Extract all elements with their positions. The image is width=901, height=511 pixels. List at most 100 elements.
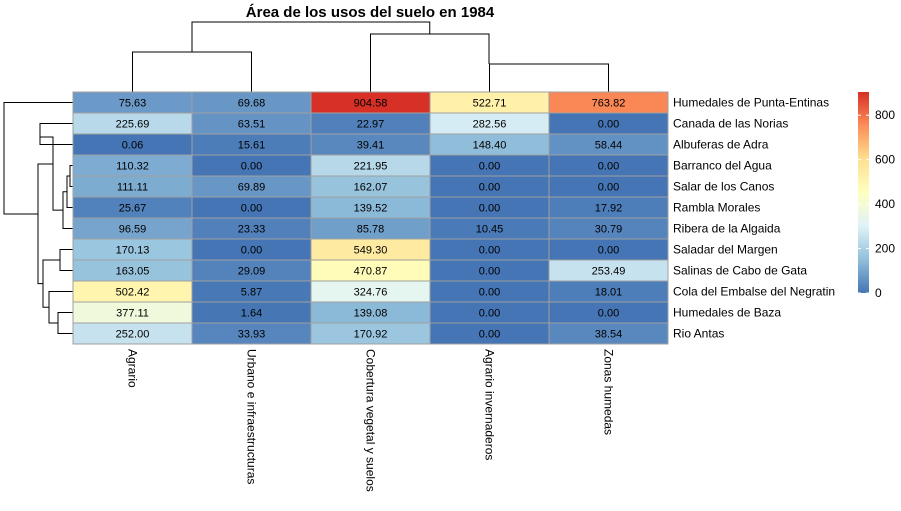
- cell-value-label: 324.76: [354, 287, 388, 299]
- legend-color-bar: [858, 92, 869, 293]
- cell-value-label: 17.92: [595, 203, 623, 215]
- cell-value-label: 0.00: [241, 203, 262, 215]
- cell-value-label: 0.00: [479, 245, 500, 257]
- dendrogram-branch: [489, 63, 609, 92]
- column-label: Agrario: [126, 349, 140, 388]
- column-label: Cobertura vegetal y suelos: [364, 349, 378, 492]
- row-label: Cola del Embalse del Negratin: [673, 285, 835, 299]
- cell-value-label: 0.00: [241, 245, 262, 257]
- dendrogram-branch: [42, 259, 60, 308]
- cell-value-label: 5.87: [241, 287, 262, 299]
- row-label: Saladar del Margen: [673, 243, 778, 257]
- column-label: Agrario invernaderos: [483, 349, 497, 460]
- cell-value-label: 0.00: [598, 119, 619, 131]
- cell-value-label: 162.07: [354, 182, 388, 194]
- row-label: Ribera de la Algaida: [673, 222, 781, 236]
- dendrogram-branch: [40, 136, 63, 211]
- column-label: Urbano e infraestructuras: [245, 349, 259, 484]
- cell-value-label: 111.11: [117, 182, 148, 194]
- cell-value-label: 58.44: [595, 140, 623, 152]
- heatmap-cells: 75.63 69.68 904.58 522.71 763.82 225.69 63.51 2…: [72, 91, 669, 345]
- row-label: Rambla Morales: [673, 201, 760, 215]
- row-label: Rio Antas: [673, 327, 724, 341]
- cell-value-label: 0.06: [122, 140, 143, 152]
- cell-value-label: 0.00: [479, 203, 500, 215]
- row-labels: Humedales de Punta-Entinas Canada de las …: [673, 96, 835, 341]
- dendrogram-branch: [57, 312, 73, 334]
- cell-value-label: 29.09: [238, 266, 266, 278]
- cell-value-label: 253.49: [592, 266, 626, 278]
- cell-value-label: 69.68: [238, 98, 266, 110]
- cell-value-label: 221.95: [354, 161, 388, 173]
- legend-tick-label: 800: [875, 108, 895, 122]
- dendrogram-branch: [132, 51, 252, 92]
- row-label: Salar de los Canos: [673, 180, 774, 194]
- cell-value-label: 170.92: [354, 329, 388, 341]
- cell-value-label: 502.42: [116, 287, 150, 299]
- cell-value-label: 377.11: [116, 308, 149, 320]
- row-dendrogram: [3, 102, 73, 334]
- legend-tick-label: 600: [875, 153, 895, 167]
- cell-value-label: 139.52: [354, 203, 388, 215]
- chart-title: Área de los usos del suelo en 1984: [246, 4, 495, 21]
- cell-value-label: 549.30: [354, 245, 388, 257]
- cell-value-label: 0.00: [479, 287, 500, 299]
- cell-value-label: 63.51: [238, 119, 266, 131]
- cell-value-label: 0.00: [479, 182, 500, 194]
- cell-value-label: 110.32: [116, 161, 149, 173]
- cell-value-label: 0.00: [241, 161, 262, 173]
- dendrogram-branch: [3, 102, 73, 215]
- cell-value-label: 85.78: [357, 224, 385, 236]
- column-labels: Agrario Urbano e infraestructuras Cobertur…: [126, 349, 616, 492]
- legend-tick-label: 0: [875, 286, 882, 300]
- cell-value-label: 33.93: [238, 329, 266, 341]
- dendrogram-branch: [191, 21, 431, 52]
- column-dendrogram: [132, 21, 609, 92]
- cell-value-label: 763.82: [592, 98, 626, 110]
- cell-value-label: 23.33: [238, 224, 266, 236]
- dendrogram-branch: [39, 123, 73, 145]
- heatmap-cell: [548, 322, 669, 345]
- cell-value-label: 30.79: [595, 224, 623, 236]
- cell-value-label: 148.40: [473, 140, 507, 152]
- dendrogram-branch: [59, 249, 73, 271]
- cell-value-label: 282.56: [473, 119, 507, 131]
- dendrogram-branch: [370, 33, 490, 92]
- cell-value-label: 18.01: [595, 287, 623, 299]
- color-legend: 0 200 400 600 800: [858, 92, 895, 300]
- cell-value-label: 15.61: [238, 140, 266, 152]
- cell-value-label: 0.00: [479, 266, 500, 278]
- cell-value-label: 252.00: [116, 329, 150, 341]
- cell-value-label: 470.87: [354, 266, 388, 278]
- cell-value-label: 38.54: [595, 329, 623, 341]
- row-label: Humedales de Punta-Entinas: [673, 96, 829, 110]
- cell-value-label: 0.00: [598, 308, 619, 320]
- cell-value-label: 0.00: [598, 182, 619, 194]
- row-label: Albuferas de Adra: [673, 138, 769, 152]
- column-label: Zonas humedas: [602, 349, 616, 435]
- cell-value-label: 1.64: [241, 308, 262, 320]
- cell-value-label: 25.67: [119, 203, 147, 215]
- cell-value-label: 69.89: [238, 182, 266, 194]
- row-label: Barranco del Agua: [673, 159, 772, 173]
- cell-value-label: 0.00: [598, 161, 619, 173]
- row-label: Humedales de Baza: [673, 306, 781, 320]
- cell-value-label: 0.00: [479, 161, 500, 173]
- cell-value-label: 39.41: [357, 140, 385, 152]
- dendrogram-branch: [62, 191, 73, 229]
- cell-value-label: 522.71: [473, 98, 507, 110]
- cell-value-label: 170.13: [116, 245, 150, 257]
- row-label: Canada de las Norias: [673, 117, 788, 131]
- cell-value-label: 225.69: [116, 119, 150, 131]
- dendrogram-branch: [37, 163, 53, 285]
- cell-value-label: 0.00: [598, 245, 619, 257]
- cell-value-label: 96.59: [119, 224, 147, 236]
- legend-tick-label: 200: [875, 242, 895, 256]
- cell-value-label: 163.05: [116, 266, 150, 278]
- cell-value-label: 139.08: [354, 308, 388, 320]
- cell-value-label: 10.45: [476, 224, 504, 236]
- cell-value-label: 75.63: [119, 98, 147, 110]
- cell-value-label: 0.00: [479, 329, 500, 341]
- row-label: Salinas de Cabo de Gata: [673, 264, 807, 278]
